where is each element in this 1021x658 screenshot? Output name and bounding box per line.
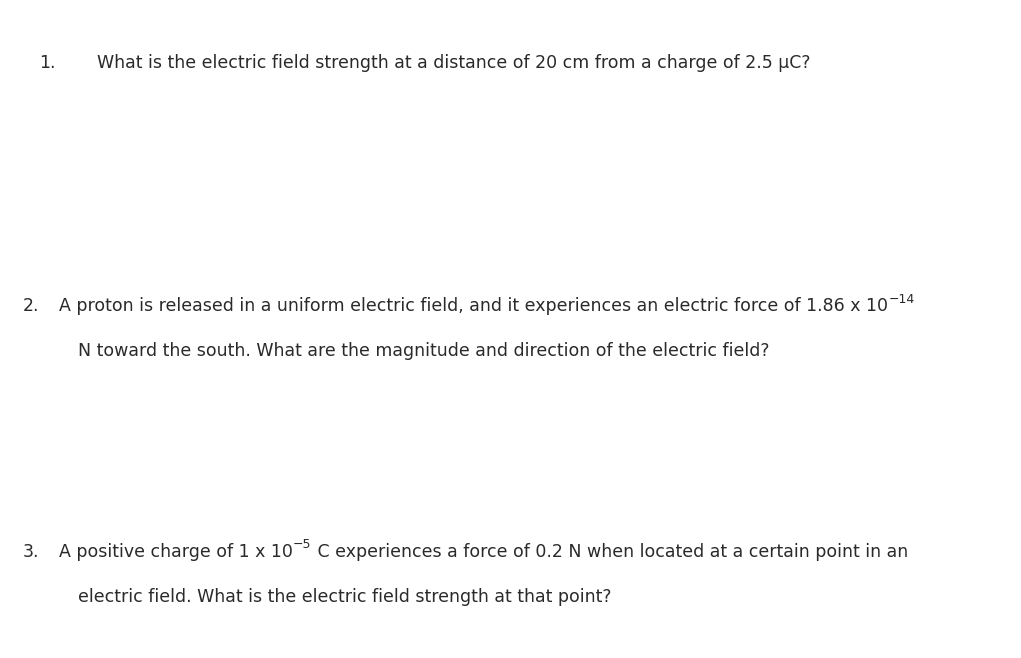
Text: 3.: 3. — [22, 543, 39, 561]
Text: 2.: 2. — [22, 297, 39, 315]
Text: −5: −5 — [293, 538, 311, 551]
Text: electric field. What is the electric field strength at that point?: electric field. What is the electric fie… — [78, 588, 612, 605]
Text: 1.: 1. — [39, 54, 55, 72]
Text: C experiences a force of 0.2 N when located at a certain point in an: C experiences a force of 0.2 N when loca… — [311, 543, 908, 561]
Text: −14: −14 — [888, 293, 915, 306]
Text: A positive charge of 1 x 10: A positive charge of 1 x 10 — [59, 543, 293, 561]
Text: What is the electric field strength at a distance of 20 cm from a charge of 2.5 : What is the electric field strength at a… — [97, 54, 811, 72]
Text: A proton is released in a uniform electric field, and it experiences an electric: A proton is released in a uniform electr… — [59, 297, 888, 315]
Text: N toward the south. What are the magnitude and direction of the electric field?: N toward the south. What are the magnitu… — [78, 342, 769, 360]
